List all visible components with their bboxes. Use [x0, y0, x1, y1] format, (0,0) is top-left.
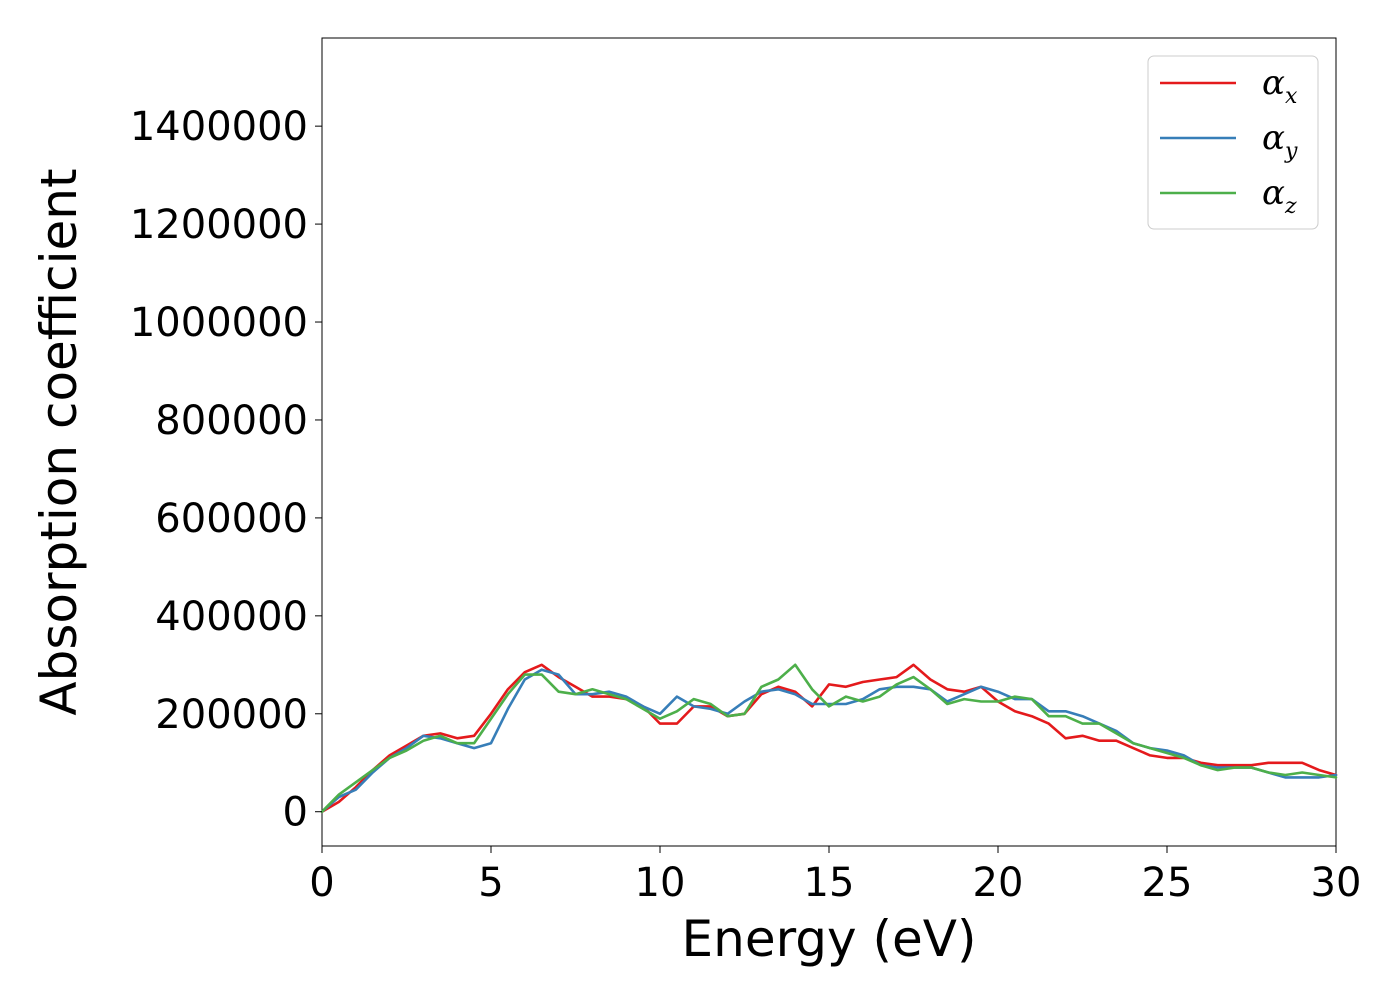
x-tick-label: 20	[973, 860, 1024, 906]
series-lines	[320, 663, 1338, 814]
y-tick-label: 800000	[155, 398, 308, 444]
y-tick-label: 600000	[155, 496, 308, 542]
legend-frame	[1147, 55, 1319, 230]
y-tick-label: 400000	[155, 594, 308, 640]
y-tick-label: 1200000	[130, 202, 308, 248]
y-tick-label: 1000000	[130, 300, 308, 346]
series-line-alpha-z	[320, 663, 1338, 814]
y-tick-label: 1400000	[130, 104, 308, 150]
legend-label-alpha-x: αx	[1262, 63, 1298, 109]
legend-label-alpha-z: αz	[1262, 173, 1297, 219]
legend-label-alpha-y: αy	[1262, 118, 1298, 164]
y-tick-label: 0	[283, 790, 308, 836]
x-tick-label: 10	[635, 860, 686, 906]
x-axis-label: Energy (eV)	[682, 910, 977, 968]
x-tick-label: 15	[804, 860, 855, 906]
x-tick-label: 5	[478, 860, 503, 906]
y-tick-label: 200000	[155, 692, 308, 738]
y-axis-label: Absorption coefficient	[30, 168, 88, 715]
x-tick-label: 25	[1142, 860, 1193, 906]
x-tick-label: 30	[1311, 860, 1362, 906]
series-line-alpha-y	[320, 668, 1338, 814]
x-axis-ticks: 0 5 10 15 20 25 30	[309, 846, 1361, 906]
legend: αx αy αz	[1147, 55, 1319, 230]
series-line-alpha-x	[320, 663, 1338, 814]
y-axis-ticks: 0 200000 400000 600000 800000 1000000 1200000 1…	[130, 104, 322, 836]
x-tick-label: 0	[309, 860, 334, 906]
